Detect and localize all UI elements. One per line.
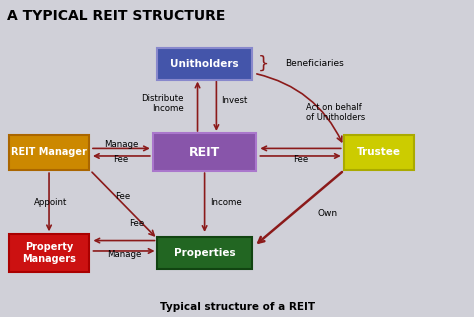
Text: Fee: Fee: [129, 219, 145, 228]
FancyBboxPatch shape: [157, 237, 252, 269]
Text: Typical structure of a REIT: Typical structure of a REIT: [160, 301, 315, 312]
FancyBboxPatch shape: [9, 234, 89, 272]
FancyBboxPatch shape: [344, 135, 414, 170]
Text: Beneficiaries: Beneficiaries: [285, 59, 344, 68]
Text: Income: Income: [210, 198, 242, 207]
Text: REIT Manager: REIT Manager: [11, 147, 87, 157]
Text: Properties: Properties: [174, 248, 236, 258]
Text: Invest: Invest: [221, 96, 247, 105]
Text: A TYPICAL REIT STRUCTURE: A TYPICAL REIT STRUCTURE: [7, 9, 225, 23]
Text: REIT: REIT: [189, 146, 220, 159]
FancyBboxPatch shape: [9, 135, 89, 170]
Text: Fee: Fee: [115, 192, 130, 201]
Text: Fee: Fee: [114, 155, 129, 164]
Text: Property
Managers: Property Managers: [22, 243, 76, 264]
Text: Act on behalf
of Unitholders: Act on behalf of Unitholders: [306, 103, 365, 122]
Text: Distribute
Income: Distribute Income: [141, 94, 183, 113]
Text: Manage: Manage: [107, 250, 142, 259]
Text: Trustee: Trustee: [357, 147, 401, 157]
Text: Unitholders: Unitholders: [170, 59, 239, 69]
FancyBboxPatch shape: [153, 133, 256, 171]
FancyBboxPatch shape: [157, 48, 252, 80]
Text: Manage: Manage: [104, 140, 138, 149]
Text: }: }: [257, 55, 269, 73]
Text: Fee: Fee: [292, 155, 308, 164]
Text: Own: Own: [318, 209, 338, 218]
Text: Appoint: Appoint: [34, 197, 67, 207]
